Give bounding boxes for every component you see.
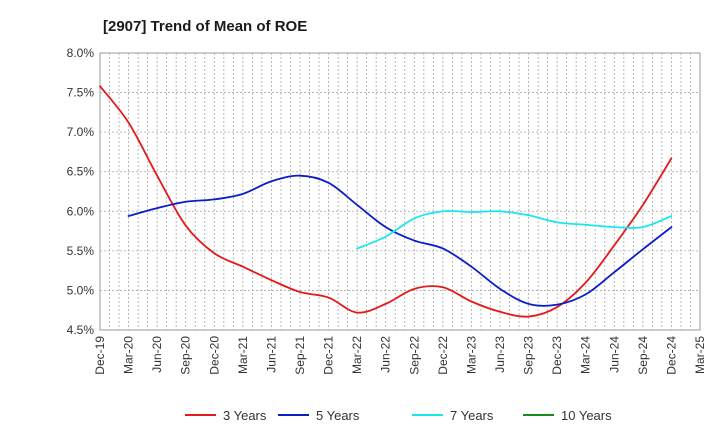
legend: 3 Years 5 Years 7 Years 10 Years [185, 408, 612, 423]
x-tick-label: Mar-21 [236, 336, 250, 374]
x-tick-label: Sep-21 [293, 336, 307, 375]
legend-label-7-years: 7 Years [450, 408, 494, 423]
x-tick-label: Jun-20 [150, 336, 164, 373]
x-tick-label: Mar-23 [464, 336, 478, 374]
x-tick-label: Sep-23 [522, 336, 536, 375]
x-tick-label: Mar-24 [579, 336, 593, 374]
plot-area [99, 52, 701, 331]
series-lines [99, 85, 673, 318]
series-line-3-years [99, 85, 673, 318]
y-tick-label: 7.0% [67, 125, 95, 139]
x-tick-label: Sep-20 [179, 336, 193, 375]
x-tick-label: Dec-24 [664, 336, 678, 375]
x-tick-label: Mar-25 [693, 336, 707, 374]
x-tick-label: Jun-24 [607, 336, 621, 373]
x-tick-label: Dec-21 [322, 336, 336, 375]
x-tick-label: Jun-23 [493, 336, 507, 373]
legend-label-5-years: 5 Years [316, 408, 360, 423]
axes: 4.5% 5.0% 5.5% 6.0% 6.5% 7.0% 7.5% 8.0% Dec-19 Ma… [67, 46, 707, 375]
y-tick-label: 7.5% [67, 86, 95, 100]
y-tick-label: 6.0% [67, 204, 95, 218]
y-tick-label: 5.0% [67, 283, 95, 297]
x-tick-label: Sep-22 [407, 336, 421, 375]
x-tick-label: Dec-19 [93, 336, 107, 375]
series-line-7-years [356, 210, 673, 250]
y-tick-label: 8.0% [67, 46, 95, 60]
x-tick-label: Sep-24 [636, 336, 650, 375]
x-tick-label: Jun-21 [264, 336, 278, 373]
x-tick-label: Dec-23 [550, 336, 564, 375]
x-tick-label: Mar-22 [350, 336, 364, 374]
chart-title: [2907] Trend of Mean of ROE [103, 18, 307, 35]
y-tick-label: 5.5% [67, 244, 95, 258]
grid [99, 52, 701, 331]
series-line-5-years [127, 174, 673, 307]
legend-label-3-years: 3 Years [223, 408, 267, 423]
x-tick-label: Jun-22 [379, 336, 393, 373]
x-tick-label: Mar-20 [122, 336, 136, 374]
y-tick-label: 6.5% [67, 165, 95, 179]
x-tick-label: Dec-22 [436, 336, 450, 375]
y-tick-label: 4.5% [67, 323, 95, 337]
x-tick-label: Dec-20 [207, 336, 221, 375]
legend-label-10-years: 10 Years [561, 408, 612, 423]
